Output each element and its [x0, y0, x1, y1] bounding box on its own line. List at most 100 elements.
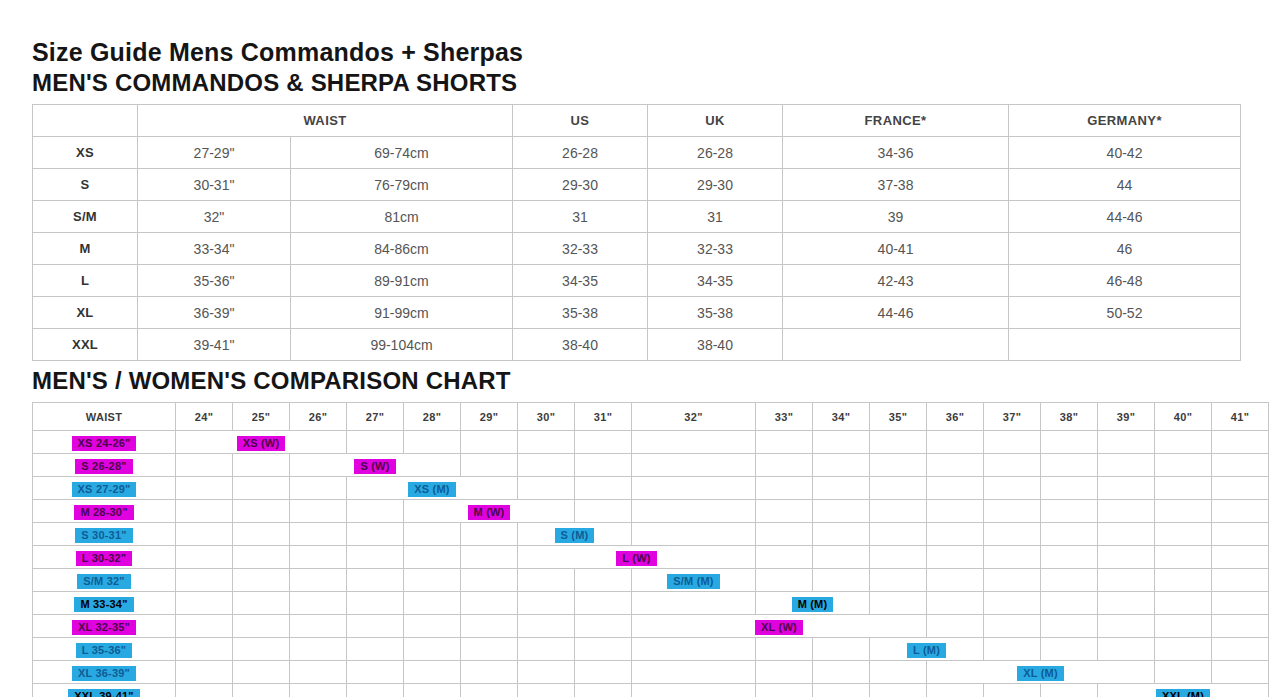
- grid-cell: [518, 684, 575, 697]
- uk-cell: 38-40: [648, 329, 783, 361]
- size-range-cell: S (W): [290, 454, 461, 477]
- grid-cell: [870, 661, 927, 684]
- grid-cell: [756, 569, 813, 592]
- grid-cell: [1212, 500, 1269, 523]
- grid-cell: [927, 569, 984, 592]
- grid-cell: [575, 684, 632, 697]
- grid-cell: [461, 523, 518, 546]
- grid-cell: [1041, 454, 1098, 477]
- grid-cell: [347, 661, 404, 684]
- france-cell: [783, 329, 1009, 361]
- uk-cell: 34-35: [648, 265, 783, 297]
- grid-cell: [347, 569, 404, 592]
- grid-cell: [927, 431, 984, 454]
- waist-cm-cell: 89-91cm: [291, 265, 513, 297]
- grid-cell: [1098, 569, 1155, 592]
- waist-range-label-badge: XS 27-29": [72, 482, 137, 497]
- grid-cell: [1212, 661, 1269, 684]
- france-cell: 37-38: [783, 169, 1009, 201]
- size-table: WAIST US UK FRANCE* GERMANY* XS27-29"69-…: [32, 104, 1241, 361]
- grid-cell: [1098, 592, 1155, 615]
- waist-inches-cell: 30-31": [138, 169, 291, 201]
- grid-cell: [1041, 569, 1098, 592]
- comparison-waist-header: WAIST: [33, 403, 176, 431]
- waist-cm-cell: 99-104cm: [291, 329, 513, 361]
- grid-cell: [518, 477, 575, 500]
- size-badge: M (M): [792, 597, 834, 612]
- waist-cm-cell: 69-74cm: [291, 137, 513, 169]
- grid-cell: [1041, 500, 1098, 523]
- grid-cell: [1212, 431, 1269, 454]
- size-range-cell: S (M): [518, 523, 632, 546]
- grid-cell: [575, 477, 632, 500]
- grid-cell: [575, 454, 632, 477]
- size-table-body: XS27-29"69-74cm26-2826-2834-3640-42S30-3…: [33, 137, 1241, 361]
- waist-range-label-cell: L 30-32": [33, 546, 176, 569]
- grid-cell: [1041, 523, 1098, 546]
- grid-cell: [927, 592, 984, 615]
- size-table-row: M33-34"84-86cm32-3332-3340-4146: [33, 233, 1241, 265]
- us-cell: 34-35: [513, 265, 648, 297]
- grid-cell: [756, 431, 813, 454]
- grid-cell: [461, 615, 518, 638]
- grid-cell: [461, 592, 518, 615]
- germany-cell: 40-42: [1009, 137, 1241, 169]
- grid-cell: [176, 569, 233, 592]
- size-badge: L (W): [616, 551, 656, 566]
- grid-cell: [176, 638, 233, 661]
- size-badge: XL (M): [1017, 666, 1064, 681]
- grid-cell: [984, 546, 1041, 569]
- grid-cell: [347, 523, 404, 546]
- grid-cell: [927, 500, 984, 523]
- uk-column-header: UK: [648, 105, 783, 137]
- grid-cell: [347, 615, 404, 638]
- grid-cell: [1041, 431, 1098, 454]
- grid-cell: [404, 523, 461, 546]
- comparison-row: XXL 39-41"XXL (M): [33, 684, 1269, 697]
- size-badge: M (W): [468, 505, 511, 520]
- waist-range-label-badge: XL 36-39": [72, 666, 136, 681]
- comparison-column-header: 28": [404, 403, 461, 431]
- grid-cell: [870, 431, 927, 454]
- grid-cell: [1155, 523, 1212, 546]
- grid-cell: [927, 523, 984, 546]
- grid-cell: [518, 638, 575, 661]
- size-cell: L: [33, 265, 138, 297]
- grid-cell: [813, 477, 870, 500]
- grid-cell: [756, 546, 813, 569]
- waist-range-label-cell: XS 24-26": [33, 431, 176, 454]
- grid-cell: [518, 615, 575, 638]
- grid-cell: [575, 569, 632, 592]
- grid-cell: [404, 638, 461, 661]
- grid-cell: [233, 546, 290, 569]
- grid-cell: [461, 431, 518, 454]
- grid-cell: [870, 546, 927, 569]
- grid-cell: [575, 615, 632, 638]
- size-cell: M: [33, 233, 138, 265]
- comparison-column-header: 38": [1041, 403, 1098, 431]
- grid-cell: [1155, 661, 1212, 684]
- comparison-row: XL 36-39" XL (M): [33, 661, 1269, 684]
- grid-cell: [518, 592, 575, 615]
- grid-cell: [632, 638, 756, 661]
- size-range-cell: XL (W): [632, 615, 927, 638]
- grid-cell: [1041, 546, 1098, 569]
- comparison-column-header: 35": [870, 403, 927, 431]
- size-table-row: XXL39-41"99-104cm38-4038-40: [33, 329, 1241, 361]
- grid-cell: [927, 546, 984, 569]
- grid-cell: [347, 592, 404, 615]
- size-table-header-row: WAIST US UK FRANCE* GERMANY*: [33, 105, 1241, 137]
- grid-cell: [233, 477, 290, 500]
- grid-cell: [1041, 615, 1098, 638]
- comparison-row: XS 27-29"XS (M): [33, 477, 1269, 500]
- france-cell: 44-46: [783, 297, 1009, 329]
- grid-cell: [575, 431, 632, 454]
- waist-inches-cell: 36-39": [138, 297, 291, 329]
- grid-cell: [984, 615, 1041, 638]
- grid-cell: [632, 592, 756, 615]
- grid-cell: [1212, 477, 1269, 500]
- waist-range-label-badge: L 30-32": [76, 551, 133, 566]
- grid-cell: [632, 523, 756, 546]
- size-table-row: XL36-39"91-99cm35-3835-3844-4650-52: [33, 297, 1241, 329]
- grid-cell: [870, 477, 927, 500]
